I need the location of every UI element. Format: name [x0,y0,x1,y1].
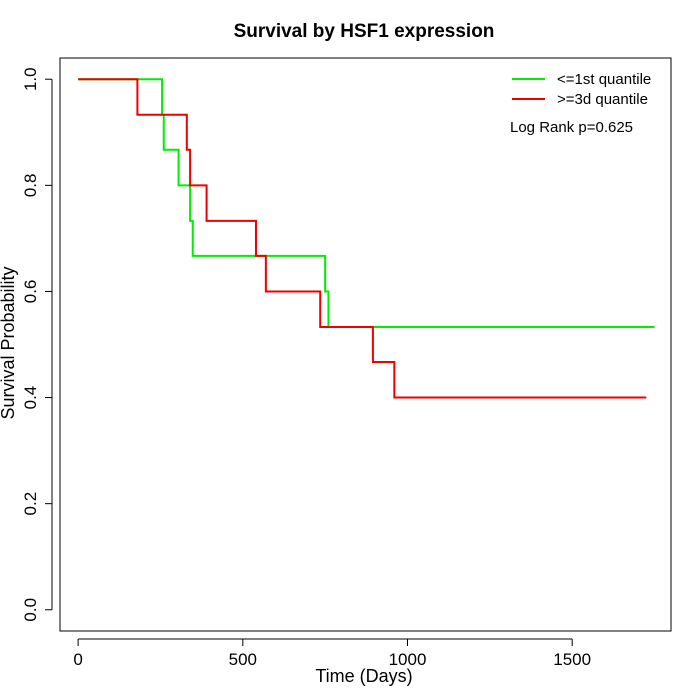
series-line-1 [78,78,655,328]
log-rank-annotation: Log Rank p=0.625 [510,119,633,136]
x-tick-label: 500 [229,650,257,669]
chart-title: Survival by HSF1 expression [234,21,495,42]
legend-label-2: >=3d quantile [557,91,648,108]
legend-label-1: <=1st quantile [557,71,651,88]
series-line-2 [78,78,647,399]
y-axis-label: Survival Probability [0,266,18,419]
y-axis: 0.0 0.2 0.4 0.6 0.8 1.0 [21,67,53,622]
y-tick-label: 0.6 [21,280,40,304]
x-axis: 0 500 1000 1500 [73,638,591,669]
x-tick-label: 0 [73,650,82,669]
x-tick-label: 1000 [389,650,427,669]
x-tick-label: 1500 [553,650,591,669]
legend: <=1st quantile >=3d quantile [512,71,651,108]
y-tick-label: 0.0 [21,598,40,622]
x-axis-label: Time (Days) [315,666,412,686]
plot-frame [59,57,672,632]
y-tick-label: 0.2 [21,492,40,516]
y-tick-label: 0.8 [21,174,40,198]
series-layer [78,78,655,399]
y-tick-label: 0.4 [21,386,40,410]
y-tick-label: 1.0 [21,67,40,91]
